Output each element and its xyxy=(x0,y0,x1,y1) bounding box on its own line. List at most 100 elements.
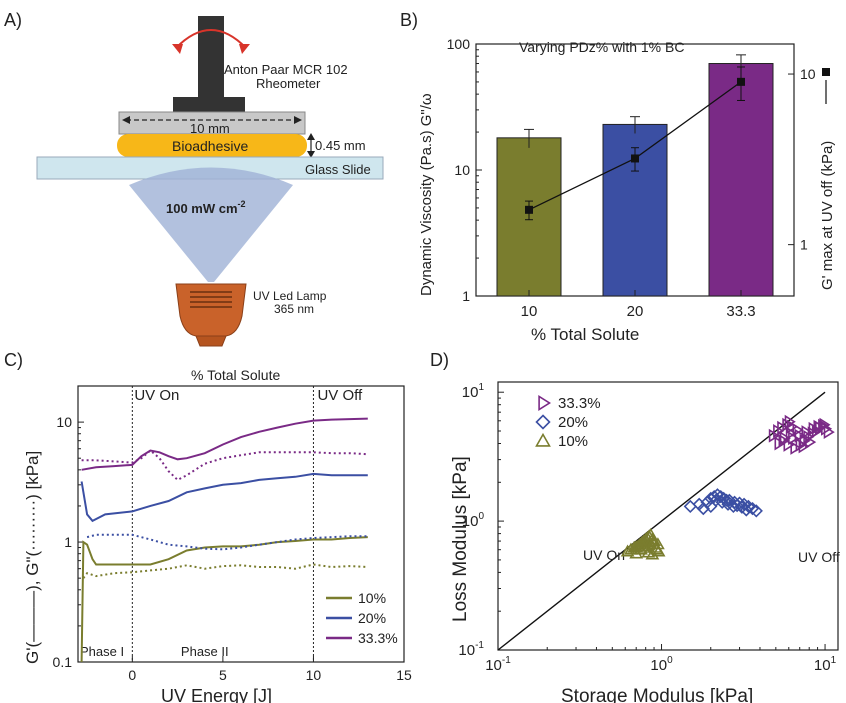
chart-d-point xyxy=(651,544,666,557)
chart-d-reference-line xyxy=(497,391,826,651)
chart-d-ytick-label: 10-1 xyxy=(458,640,484,659)
chart-d-legend-label: 10% xyxy=(558,433,588,450)
chart-c-xtick-label: 10 xyxy=(306,667,322,683)
chart-d-xlabel: Storage Modulus [kPa] xyxy=(561,686,753,703)
chart-d-point xyxy=(726,499,741,514)
chart-b-xtick-label: 10 xyxy=(521,303,538,320)
panel-d: D) Loss Modulus [kPa] Storage Modulus [k… xyxy=(430,350,840,703)
arrow-head-right-icon xyxy=(239,44,250,54)
chart-c-xtick-label: 15 xyxy=(396,667,412,683)
chart-d-point xyxy=(629,546,644,559)
chart-d-point xyxy=(637,540,651,553)
chart-c-frame xyxy=(77,385,405,663)
chart-d-point xyxy=(813,419,825,434)
chart-d-point xyxy=(798,439,810,454)
panel-c: C) % Total Solute G'(———), G"(·········)… xyxy=(4,350,412,703)
chart-b-ytick-label: 100 xyxy=(447,36,471,52)
chart-d-point xyxy=(774,436,786,451)
chart-d-point xyxy=(785,426,797,441)
chart-c-title: % Total Solute xyxy=(191,367,280,383)
chart-c-gdouble-line xyxy=(81,449,368,482)
bioadhesive-label: Bioadhesive xyxy=(172,138,248,154)
chart-c-gprime-line xyxy=(81,417,368,471)
chart-d-xtick-label: 100 xyxy=(650,655,673,674)
gap-arrow-up-icon xyxy=(307,133,315,140)
chart-d-ytick-label: 100 xyxy=(462,511,485,530)
chart-d-point xyxy=(823,425,835,440)
chart-b-ytick-label: 10 xyxy=(454,162,470,178)
panel-b-label: B) xyxy=(400,10,418,30)
chart-d-point xyxy=(704,499,718,514)
uv-lamp-base xyxy=(195,335,227,347)
chart-b-gprime-point xyxy=(525,205,533,214)
chart-b-ytick-label: 1 xyxy=(462,288,470,304)
chart-c-ylabel: G'(———), G"(·········) [kPa] xyxy=(23,451,42,664)
rotation-arrow-icon xyxy=(175,29,247,49)
chart-d-point xyxy=(739,503,753,517)
chart-c-annotation-uv-on: UV On xyxy=(134,387,179,404)
chart-b-bar xyxy=(708,63,774,297)
chart-d-legend-marker xyxy=(538,395,552,411)
chart-b-title: Varying PDz% with 1% BC xyxy=(519,39,684,55)
chart-d-ylabel: Loss Modulus [kPa] xyxy=(450,456,471,622)
chart-c-xlabel: UV Energy [J] xyxy=(161,686,272,703)
chart-d-point xyxy=(805,435,817,450)
chart-d-point xyxy=(801,425,813,440)
gap-label: 0.45 mm xyxy=(315,138,366,153)
chart-d-legend-marker xyxy=(535,414,551,430)
chart-d-point xyxy=(794,428,806,443)
chart-d-annotation-uv-off: UV Off xyxy=(798,549,840,565)
legend-square-icon xyxy=(822,68,830,76)
chart-c-gdouble-line xyxy=(82,563,368,579)
rheometer-head xyxy=(173,97,245,113)
chart-b-xtick-label: 20 xyxy=(627,303,644,320)
chart-d-xtick-label: 101 xyxy=(814,655,837,674)
chart-d-legend-label: 20% xyxy=(558,414,588,431)
lamp-label-line1: UV Led Lamp xyxy=(253,289,327,303)
panel-a: A) Anton Paar MCR 102 Rheometer 10 mm Bi… xyxy=(4,10,384,347)
chart-c-ytick-label: 1 xyxy=(64,534,72,550)
chart-d-point xyxy=(779,431,791,446)
chart-b-xlabel: % Total Solute xyxy=(531,325,639,344)
chart-d-point xyxy=(643,535,657,548)
chart-d-legend-marker xyxy=(535,432,551,447)
chart-d-point xyxy=(683,499,697,514)
chart-c-legend-label: 33.3% xyxy=(358,630,398,646)
chart-d-point xyxy=(819,417,831,432)
lamp-label-line2: 365 nm xyxy=(274,302,314,316)
chart-d-point xyxy=(790,440,802,455)
chart-c-annotation-uv-off: UV Off xyxy=(317,387,363,404)
chart-c-xtick-label: 0 xyxy=(128,667,136,683)
chart-b-gprime-point xyxy=(631,154,639,163)
chart-c-annotation-phase2: Phase II xyxy=(181,644,229,659)
gap-arrow-down-icon xyxy=(307,151,315,158)
panel-b: B) Varying PDz% with 1% BC Dynamic Visco… xyxy=(400,10,836,344)
chart-d-point xyxy=(645,547,660,560)
chart-d-xtick-label: 10-1 xyxy=(485,655,511,674)
panel-c-label: C) xyxy=(4,350,23,370)
plate-width-label: 10 mm xyxy=(190,121,230,136)
panel-d-label: D) xyxy=(430,350,449,370)
chart-b-xtick-label: 33.3 xyxy=(726,303,755,320)
plate-arrow-right-icon xyxy=(294,116,302,124)
chart-c-ytick-label: 0.1 xyxy=(53,654,73,670)
intensity-label: 100 mW cm-2 xyxy=(166,199,246,216)
chart-d-legend-label: 33.3% xyxy=(558,395,601,412)
chart-d-point xyxy=(786,419,799,434)
rheometer-shaft xyxy=(198,16,224,100)
chart-d-point xyxy=(710,488,725,502)
chart-d-point xyxy=(784,414,796,429)
chart-d-point xyxy=(651,537,665,550)
chart-c-gprime-line xyxy=(80,536,368,663)
chart-c-legend-label: 10% xyxy=(358,590,386,606)
panel-a-label: A) xyxy=(4,10,22,30)
chart-d-point xyxy=(749,504,763,518)
bioadhesive-layer xyxy=(117,134,307,157)
chart-c-ytick-label: 10 xyxy=(56,414,72,430)
lamp-grille-icon xyxy=(190,291,232,308)
glass-slide-label: Glass Slide xyxy=(305,162,371,177)
arrow-head-left-icon xyxy=(172,44,183,54)
chart-d-point xyxy=(696,501,710,516)
uv-beam xyxy=(129,167,293,282)
